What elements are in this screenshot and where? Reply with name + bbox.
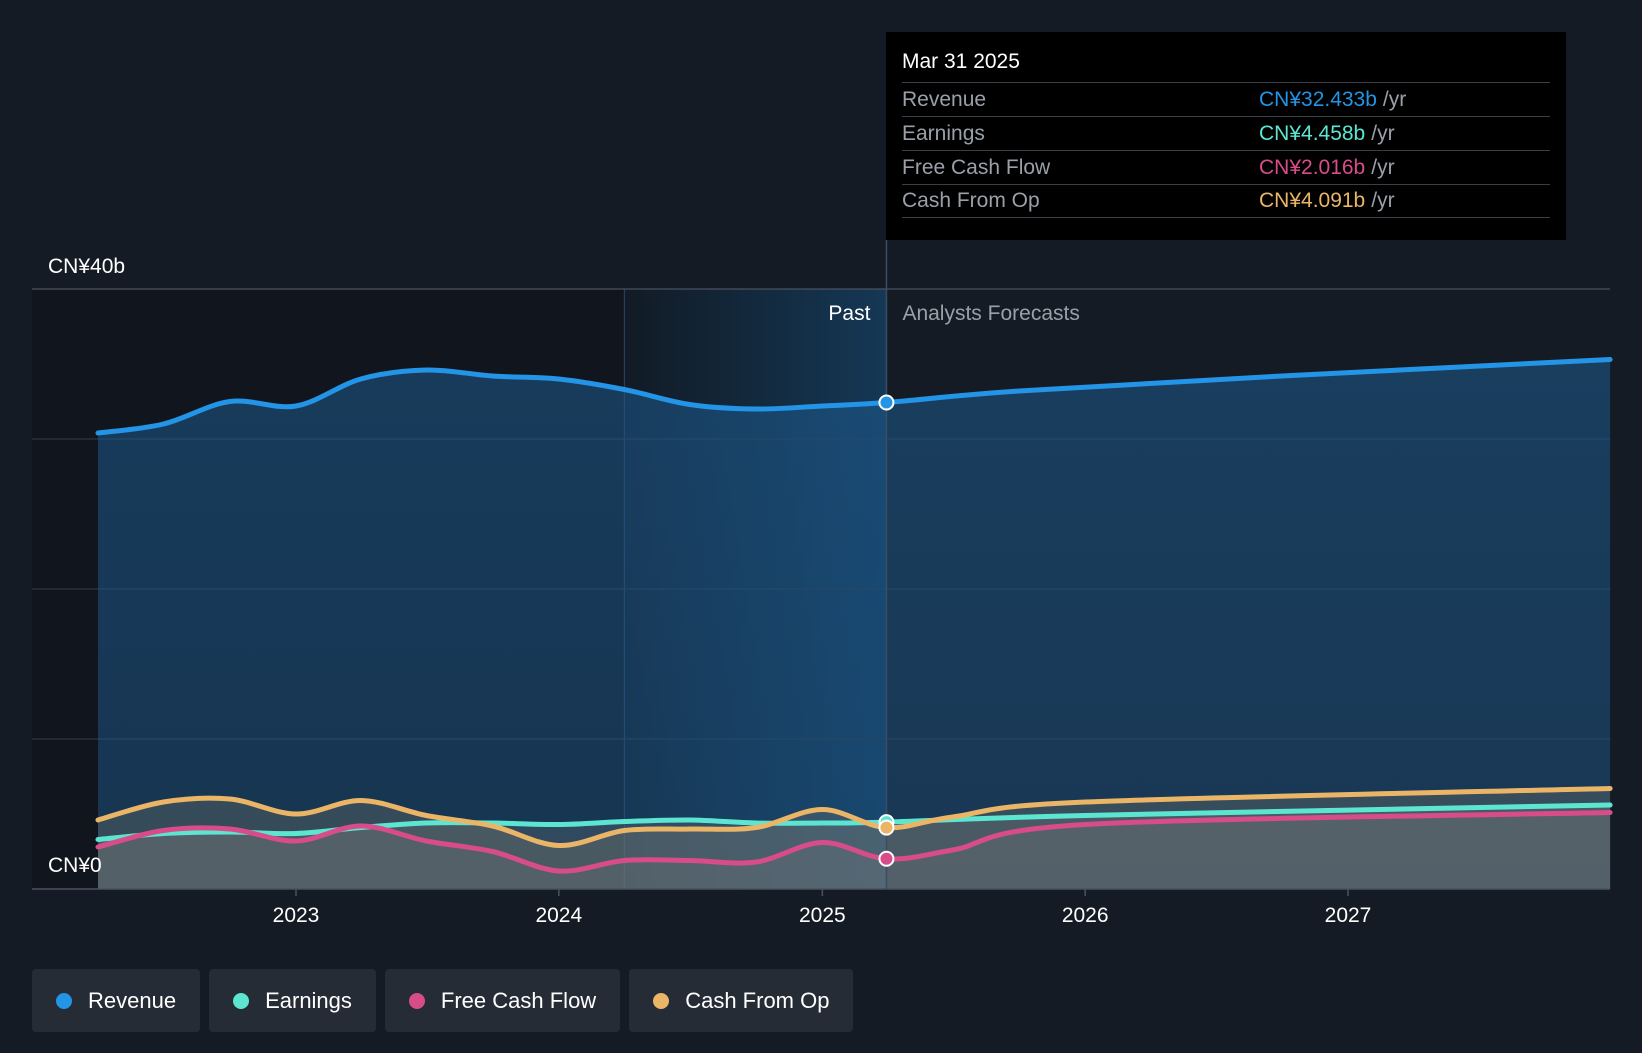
series-area-0: [98, 359, 1611, 889]
legend-label: Free Cash Flow: [440, 987, 597, 1013]
tooltip-row-cash-from-op: Cash From Op CN¥4.091b /yr: [902, 184, 1550, 218]
legend-dot-icon: [653, 992, 670, 1009]
tooltip-value: CN¥32.433b: [1259, 87, 1377, 111]
tooltip-unit: /yr: [1371, 189, 1395, 212]
legend-dot-icon: [408, 992, 425, 1009]
tooltip-label: Revenue: [902, 87, 987, 111]
legend-dot-icon: [56, 992, 72, 1009]
legend-item-earnings[interactable]: Earnings: [209, 969, 376, 1032]
forecast-label: Analysts Forecasts: [902, 302, 1079, 325]
x-tick-label: 2025: [799, 904, 846, 927]
tooltip-unit: /yr: [1371, 155, 1395, 179]
legend-label: Revenue: [88, 987, 177, 1013]
tooltip-label: Free Cash Flow: [902, 155, 1051, 179]
series-line-2: [95, 810, 1613, 874]
tooltip-unit: /yr: [1371, 121, 1395, 145]
past-label: Past: [828, 302, 870, 325]
tooltip-value: CN¥4.458b: [1259, 121, 1366, 145]
x-tick-label: 2027: [1325, 904, 1372, 927]
chart-legend: Revenue Earnings Free Cash Flow Cash Fro…: [32, 969, 854, 1032]
tooltip-value: CN¥4.091b: [1259, 189, 1366, 212]
tooltip-value: CN¥2.016b: [1259, 155, 1366, 179]
series-area-1: [98, 805, 1611, 889]
x-tick-label: 2024: [535, 904, 582, 927]
tooltip-row-free-cash-flow: Free Cash Flow CN¥2.016b /yr: [902, 150, 1550, 184]
y-tick-label: CN¥0: [48, 854, 102, 877]
tooltip-unit: /yr: [1382, 87, 1407, 111]
tooltip-row-revenue: Revenue CN¥32.433b /yr: [902, 82, 1550, 116]
legend-item-revenue[interactable]: Revenue: [32, 969, 201, 1032]
x-tick-label: 2023: [273, 904, 320, 927]
tooltip-label: Earnings: [902, 121, 985, 145]
tooltip-row-earnings: Earnings CN¥4.458b /yr: [902, 116, 1550, 150]
tooltip-label: Cash From Op: [902, 189, 1040, 212]
hover-tooltip: Mar 31 2025 Revenue CN¥32.433b /yr Earni…: [886, 32, 1566, 240]
x-tick-label: 2026: [1062, 904, 1109, 927]
legend-dot-icon: [233, 992, 250, 1009]
series-line-1: [95, 802, 1613, 842]
series-line-0: [95, 357, 1613, 436]
data-point-marker-0: [878, 394, 895, 411]
data-point-marker-2: [878, 850, 895, 867]
series-line-3: [95, 786, 1613, 849]
y-tick-label: CN¥40b: [48, 255, 125, 278]
legend-item-free-cash-flow[interactable]: Free Cash Flow: [384, 969, 621, 1032]
tooltip-date: Mar 31 2025: [902, 50, 1020, 73]
legend-label: Cash From Op: [685, 987, 830, 1013]
legend-label: Earnings: [265, 987, 352, 1013]
data-point-marker-3: [878, 819, 895, 836]
legend-item-cash-from-op[interactable]: Cash From Op: [629, 969, 854, 1032]
